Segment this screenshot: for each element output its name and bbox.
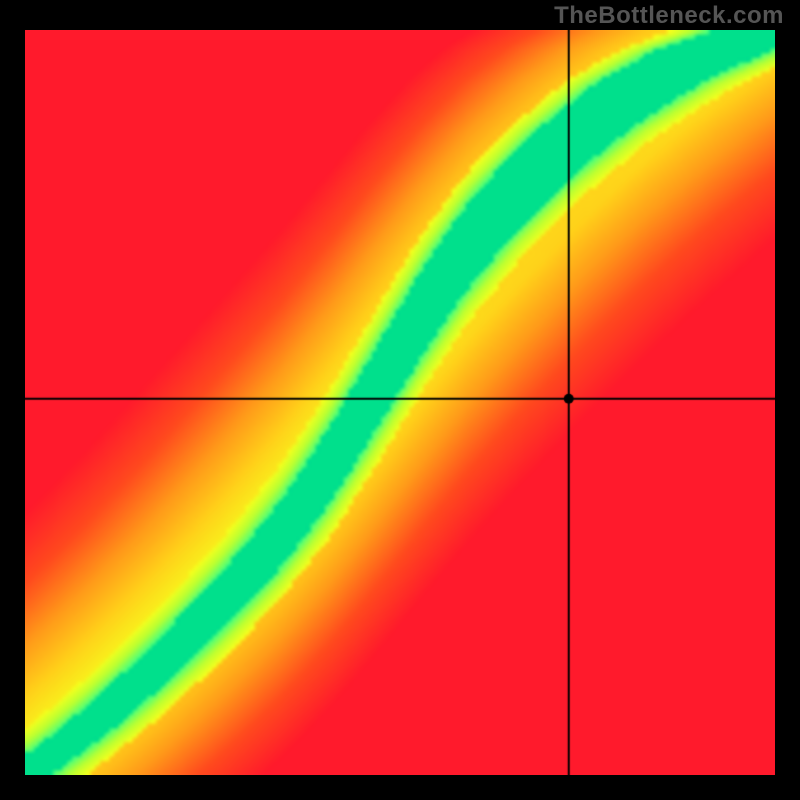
- crosshair-overlay: [25, 30, 775, 775]
- chart-container: TheBottleneck.com: [0, 0, 800, 800]
- attribution-text: TheBottleneck.com: [554, 2, 784, 30]
